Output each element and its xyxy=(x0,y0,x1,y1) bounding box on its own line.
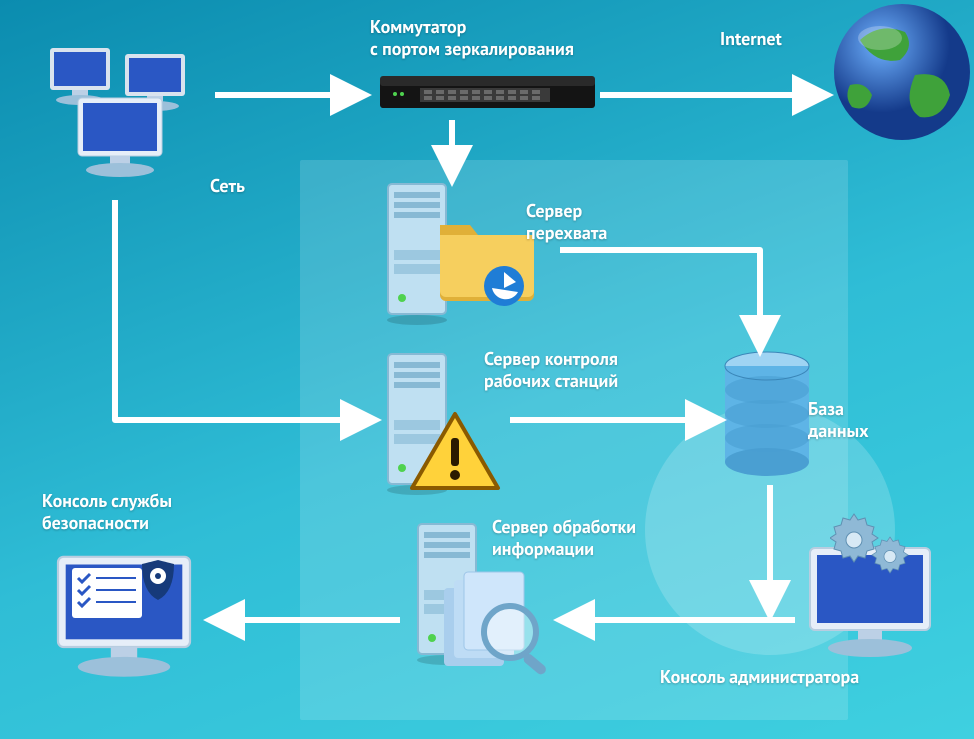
security-console-icon xyxy=(40,540,205,685)
label-switch: Коммутатор с портом зеркалирования xyxy=(370,16,574,59)
label-control: Сервер контроля рабочих станций xyxy=(484,348,618,391)
database-icon xyxy=(720,350,815,480)
label-admin: Консоль администратора xyxy=(660,666,859,688)
documents-magnifier-icon xyxy=(440,570,550,690)
label-database: База данных xyxy=(808,398,869,441)
label-network: Сеть xyxy=(210,175,245,197)
label-internet: Internet xyxy=(720,28,782,50)
label-capture: Сервер перехвата xyxy=(526,200,607,243)
label-security: Консоль службы безопасности xyxy=(42,490,172,533)
globe-icon xyxy=(830,0,974,145)
workstations-icon xyxy=(40,40,210,185)
gears-icon xyxy=(830,510,910,580)
warning-icon xyxy=(408,410,503,495)
switch-icon xyxy=(380,70,595,115)
label-processing: Сервер обработки информации xyxy=(492,516,636,559)
